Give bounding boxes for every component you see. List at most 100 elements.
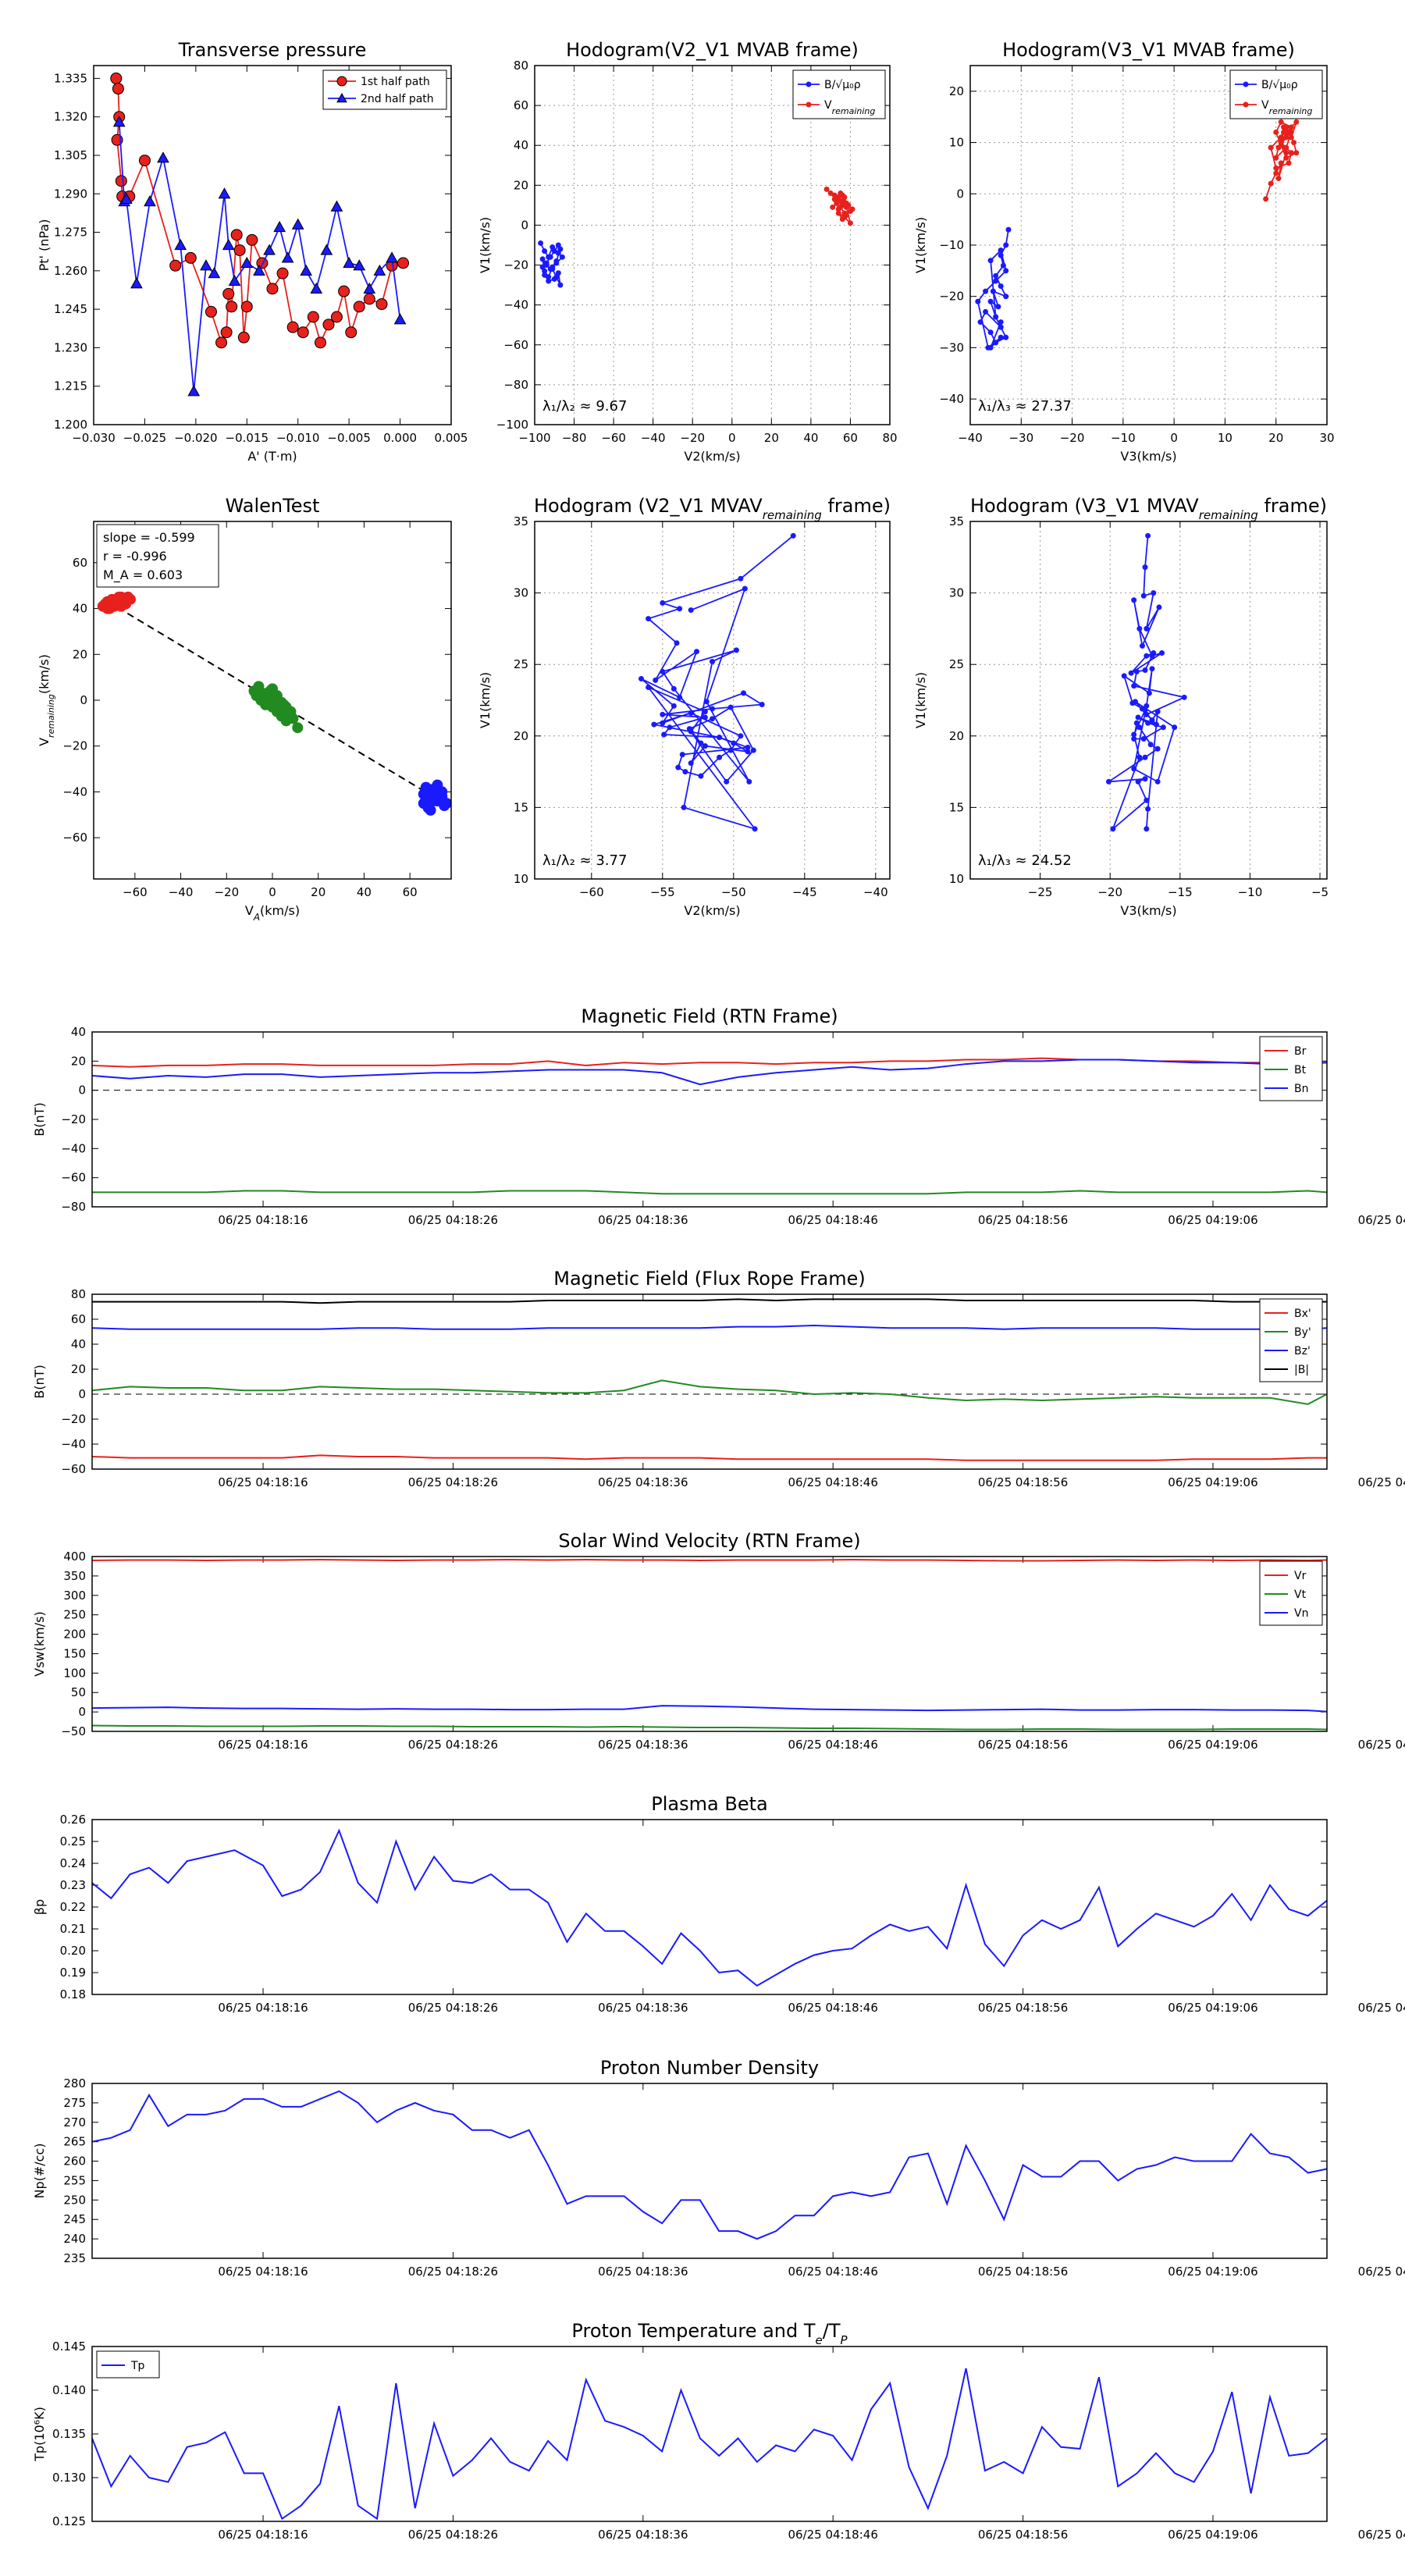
data-point (752, 826, 758, 832)
x-tick-label: 06/25 04:18:46 (788, 2001, 878, 2015)
data-point (1278, 134, 1284, 141)
legend-label: B/√μ₀ρ (824, 79, 861, 91)
data-point (1135, 778, 1141, 785)
data-point (418, 798, 429, 809)
y-tick-label: 1.245 (54, 302, 87, 316)
x-tick-label: 06/25 04:18:36 (598, 1475, 688, 1489)
legend-box (1229, 69, 1323, 119)
data-point (688, 760, 694, 767)
y-tick-label: 20 (514, 178, 528, 192)
x-tick-label: −25 (1028, 885, 1053, 899)
data-point (660, 711, 666, 717)
panel-hodogram-v3-v1-mvav: −25 −20 −15 −10 −5 10 15 20 25 30 35 Hodogram (V3_V… (913, 495, 1329, 918)
data-point (215, 336, 228, 349)
y-tick-label: 0 (78, 1083, 86, 1098)
y-axis-label: V1(km/s) (913, 672, 928, 728)
y-tick-label: 10 (949, 136, 964, 150)
data-point (124, 593, 136, 605)
x-tick-label: 06/25 04:18:56 (978, 2528, 1068, 2542)
data-point (653, 677, 659, 683)
data-point (1003, 334, 1009, 340)
x-axis-label: VA(km/s) (245, 903, 300, 923)
data-point (1131, 683, 1137, 689)
data-point (1131, 731, 1137, 738)
legend-label: Bz' (1294, 1345, 1311, 1357)
data-layer (92, 1828, 1327, 1987)
data-point (144, 195, 156, 207)
data-point (363, 282, 376, 294)
x-axis-label: V3(km/s) (1120, 449, 1176, 464)
data-point (1160, 724, 1166, 731)
y-tick-label: 1.230 (54, 340, 87, 354)
y-tick-label: 30 (949, 586, 964, 600)
x-tick-label: −55 (650, 885, 675, 899)
data-point (710, 706, 715, 712)
x-tick-label: −20 (680, 431, 705, 445)
data-point (670, 703, 677, 709)
data-point (1293, 119, 1300, 125)
data-point (237, 331, 250, 343)
legend-text: V (824, 99, 832, 112)
data-point (745, 744, 751, 750)
plot-frame (91, 1819, 1328, 1995)
x-tick-label: −50 (721, 885, 746, 899)
legend-label: Vr (1294, 1570, 1307, 1582)
plot-frame (534, 65, 891, 425)
y-tick-label: 1.260 (54, 264, 87, 278)
x-tick-label: −30 (1008, 431, 1033, 445)
data-point (542, 272, 548, 278)
data-point (240, 256, 254, 269)
x-tick-label: −60 (123, 885, 148, 899)
data-point (1003, 268, 1009, 274)
data-point (1131, 735, 1137, 742)
x-tick-label: 06/25 04:18:16 (218, 1475, 308, 1489)
data-point (1149, 717, 1155, 724)
legend-marker (806, 101, 812, 108)
legend-label: |B| (1294, 1364, 1309, 1376)
x-tick-label: 06/25 04:19:06 (1168, 1213, 1257, 1227)
x-tick-label: 30 (1319, 431, 1334, 445)
data-point (1154, 709, 1161, 715)
x-tick-label: 06/25 04:18:26 (408, 1475, 498, 1489)
legend-box (792, 69, 886, 119)
y-tick-label: 25 (949, 657, 964, 671)
data-point (839, 198, 845, 205)
chart-title: Hodogram (V3_V1 MVAVremaining frame) (970, 495, 1327, 522)
data-point (834, 198, 840, 205)
data-layer (638, 532, 796, 832)
legend-marker (806, 81, 812, 87)
x-tick-label: 06/25 04:19:16 (1358, 2528, 1405, 2542)
data-point (987, 258, 994, 264)
data-point (281, 251, 294, 263)
stats-line: M_A = 0.603 (103, 568, 183, 583)
data-point (555, 242, 561, 248)
data-point (1145, 532, 1151, 539)
legend-subscript: remaining (1269, 106, 1313, 116)
legend-label: Vn (1294, 1607, 1308, 1620)
y-axis-label: V1(km/s) (913, 217, 928, 273)
y-tick-label: 260 (63, 2154, 86, 2169)
series-line-Vn (92, 1705, 1327, 1713)
x-tick-label: 06/25 04:18:36 (598, 1738, 688, 1752)
x-tick-label: −40 (641, 431, 666, 445)
y-tick-label: 250 (63, 2193, 86, 2207)
data-point (830, 204, 836, 210)
data-point (222, 287, 235, 300)
x-tick-label: 60 (403, 885, 418, 899)
data-point (539, 264, 546, 270)
data-point (1005, 226, 1012, 233)
x-tick-label: 06/25 04:18:16 (218, 2001, 308, 2015)
x-tick-label: 06/25 04:18:46 (788, 1213, 878, 1227)
data-point (1293, 150, 1300, 156)
x-tick-label: 06/25 04:18:36 (598, 2528, 688, 2542)
x-tick-label: 06/25 04:18:36 (598, 2001, 688, 2015)
x-tick-label: 06/25 04:18:36 (598, 1213, 688, 1227)
y-tick-label: 0.20 (60, 1944, 86, 1958)
x-tick-label: 06/25 04:18:26 (408, 1738, 498, 1752)
y-tick-label: −20 (61, 1412, 86, 1426)
data-point (1144, 826, 1150, 832)
data-point (550, 266, 556, 272)
data-point (731, 740, 737, 746)
y-tick-label: −20 (62, 739, 87, 753)
x-tick-label: 06/25 04:18:56 (978, 1738, 1068, 1752)
